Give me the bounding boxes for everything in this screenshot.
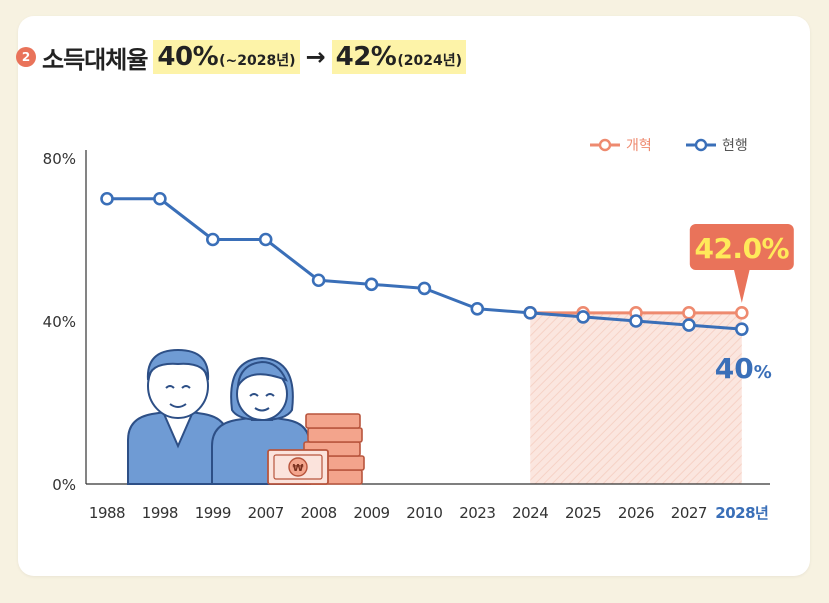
current-data-point — [629, 314, 643, 328]
current-data-point — [153, 191, 167, 206]
won-banknote-icon: ₩ — [267, 449, 329, 485]
legend-label: 개혁 — [626, 138, 652, 154]
x-tick-label: 1999 — [195, 504, 231, 522]
svg-text:₩: ₩ — [292, 463, 303, 474]
current-data-point — [523, 306, 538, 320]
projection-shade — [530, 312, 742, 484]
chart-legend: 개혁 현행 — [590, 138, 748, 154]
heading-label: 소득대체율 — [42, 45, 148, 74]
series-layer — [100, 191, 749, 336]
x-tick-label: 2010 — [406, 504, 442, 522]
old-rate-value: 40% — [157, 42, 219, 72]
current-series-line — [107, 197, 742, 331]
arrow-right-icon: → — [305, 43, 326, 71]
current-data-point — [470, 301, 485, 316]
current-legend-icon — [686, 138, 716, 152]
x-tick-label: 2009 — [353, 504, 389, 522]
current-data-point — [258, 232, 273, 247]
new-rate-value: 42% — [335, 42, 397, 72]
current-data-point — [576, 310, 590, 324]
y-tick-label: 0% — [52, 476, 76, 494]
x-tick-label: 2024 — [512, 504, 548, 522]
reform-data-point — [682, 306, 696, 320]
value-callouts: 42.0% 40% — [689, 224, 794, 385]
x-tick-label: 2023 — [459, 504, 495, 522]
x-tick-label: 2025 — [565, 504, 601, 522]
y-tick-labels: 80% 40% 0% — [43, 150, 76, 494]
x-tick-label: 1988 — [89, 504, 125, 522]
current-data-point — [206, 232, 220, 247]
x-tick-label: 1998 — [142, 504, 178, 522]
current-data-point — [311, 273, 326, 288]
section-number-badge: 2 — [16, 47, 36, 67]
x-tick-label: 2007 — [248, 504, 284, 522]
chart-heading: 2 소득대체율 40% (~2028년) → 42% (2024년) — [16, 38, 467, 76]
x-tick-label: 2027 — [671, 504, 707, 522]
y-tick-label: 80% — [43, 150, 76, 168]
x-tick-label: 2026 — [618, 504, 654, 522]
highlight-old-rate: 40% (~2028년) — [153, 40, 300, 74]
x-tick-label: 2028년 — [715, 504, 768, 522]
money-stack-illustration: ₩ — [267, 413, 365, 485]
y-tick-label: 40% — [43, 313, 76, 331]
x-tick-label: 2008 — [301, 504, 337, 522]
reform-value-callout — [689, 224, 794, 303]
new-rate-note: (2024년) — [397, 53, 463, 69]
current-data-point — [682, 318, 696, 332]
reform-legend-icon — [590, 138, 620, 152]
current-end-label: 40% — [715, 352, 772, 385]
current-data-point — [734, 322, 749, 336]
old-rate-note: (~2028년) — [219, 53, 296, 69]
current-data-point — [417, 281, 432, 296]
reform-end-label: 42.0% — [694, 232, 789, 265]
x-tick-labels: 1988 1998 1999 2007 2008 2009 2010 2023 2024 2025… — [89, 504, 769, 522]
legend-label: 현행 — [722, 138, 748, 154]
current-data-point — [364, 277, 379, 292]
current-data-point — [100, 191, 114, 206]
highlight-new-rate: 42% (2024년) — [331, 40, 467, 74]
reform-data-point — [734, 306, 749, 320]
